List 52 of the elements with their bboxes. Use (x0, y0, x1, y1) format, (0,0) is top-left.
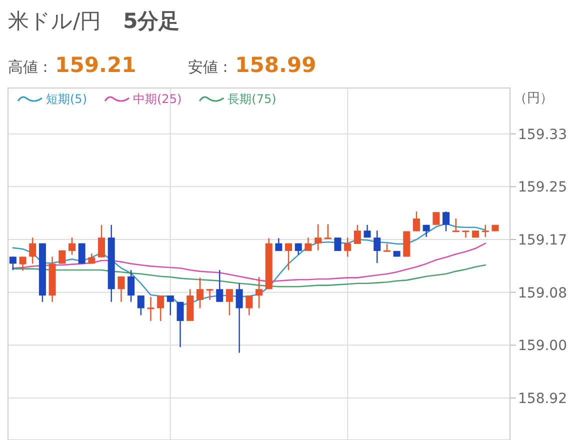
candlestick (304, 236, 312, 252)
candlestick (334, 236, 342, 252)
candlestick (275, 238, 282, 252)
legend-label: 長期(75) (228, 92, 276, 106)
candlestick (128, 269, 135, 302)
candlestick (324, 224, 332, 240)
candlestick (364, 224, 371, 238)
candlestick (157, 294, 164, 322)
candlestick (118, 276, 125, 302)
candlestick (216, 269, 224, 302)
candlestick (206, 288, 214, 301)
candlestick (137, 294, 144, 316)
candlestick (354, 224, 361, 245)
candlestick (256, 276, 262, 309)
candlestick (68, 236, 76, 256)
y-tick-label: 159.08 (518, 285, 567, 302)
candlestick (432, 212, 440, 226)
candlestick (226, 288, 233, 316)
chart-subtitle: 5分足 (123, 9, 180, 33)
candlestick (29, 236, 36, 264)
candlestick (176, 301, 184, 348)
candlestick (422, 224, 430, 238)
y-tick-label: 159.17 (518, 232, 567, 248)
candlestick (462, 230, 470, 238)
line-series (12, 264, 486, 288)
candlestick (442, 210, 450, 232)
candlestick (98, 224, 106, 258)
y-tick-label: 158.92 (518, 390, 567, 407)
candlestick (19, 256, 26, 272)
candlestick (246, 294, 253, 316)
candlestick (236, 282, 243, 354)
candlestick (482, 224, 489, 238)
candlestick (9, 256, 16, 271)
text: 安値 : 158.99 (188, 53, 316, 77)
candlestick (285, 242, 292, 271)
line-series (12, 242, 486, 282)
candlestick (452, 218, 460, 232)
y-tick-label: 159.00 (518, 338, 567, 354)
text: 高値 : 159.21 (8, 53, 136, 77)
candlestick (196, 277, 204, 309)
candlestick (314, 224, 322, 251)
legend-label: 中期(25) (133, 92, 182, 106)
chart-title: 米ドル/円 (8, 9, 102, 33)
candlestick (147, 296, 154, 322)
y-axis-title: （円） (514, 91, 553, 106)
candlestick (374, 230, 381, 264)
candlestick (412, 210, 420, 232)
candlestick (166, 294, 174, 316)
candlestick (344, 236, 352, 258)
y-tick-label: 159.25 (518, 180, 567, 196)
y-tick-label: 159.33 (518, 126, 567, 143)
legend-label: 短期(5) (46, 92, 87, 106)
